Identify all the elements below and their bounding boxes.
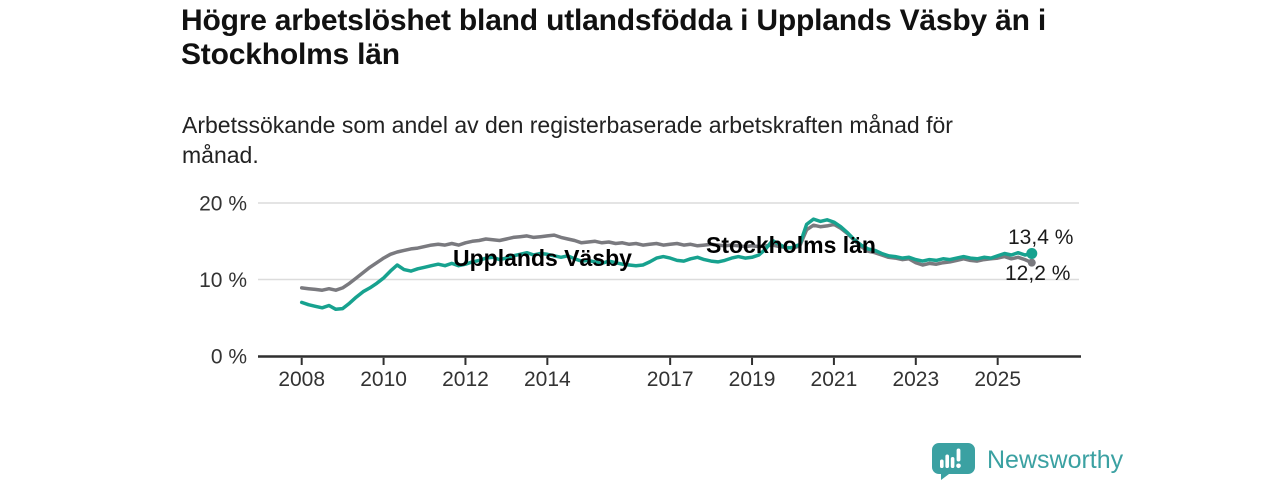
x-axis-tick-label: 2008 bbox=[278, 368, 325, 391]
chart-subtitle-line-1: Arbetssökande som andel av den registerb… bbox=[182, 112, 953, 138]
series-label-upplands-vasby: Upplands Väsby bbox=[453, 245, 632, 271]
chart-title-line-2: Stockholms län bbox=[181, 38, 400, 71]
x-axis-tick-label: 2019 bbox=[729, 368, 776, 391]
y-axis-tick-label: 0 % bbox=[211, 346, 247, 369]
series-line bbox=[299, 217, 1034, 312]
bar-chart-glyph bbox=[940, 448, 961, 469]
y-axis-tick-label: 10 % bbox=[199, 269, 247, 292]
chart-subtitle: Arbetssökande som andel av den registerb… bbox=[182, 110, 1082, 170]
chart-title-line-1: Högre arbetslöshet bland utlandsfödda i … bbox=[181, 4, 1046, 37]
end-value-label-upplands-vasby: 13,4 % bbox=[1008, 226, 1074, 249]
newsworthy-attribution: Newsworthy bbox=[932, 443, 1123, 480]
series-label-stockholms-lan: Stockholms län bbox=[706, 232, 876, 258]
x-axis-tick-label: 2014 bbox=[524, 368, 571, 391]
x-axis-tick-label: 2023 bbox=[892, 368, 939, 391]
y-axis-tick-label: 20 % bbox=[199, 193, 247, 216]
x-axis-tick-label: 2012 bbox=[442, 368, 489, 391]
series-end-dot bbox=[1026, 247, 1038, 259]
x-axis-tick-label: 2017 bbox=[647, 368, 694, 391]
brand-name: Newsworthy bbox=[987, 446, 1124, 474]
end-value-label-stockholms-lan: 12,2 % bbox=[1005, 262, 1071, 285]
chart-title: Högre arbetslöshet bland utlandsfödda i … bbox=[181, 4, 1181, 72]
x-axis-tick-label: 2025 bbox=[974, 368, 1021, 391]
x-axis-tick-label: 2010 bbox=[360, 368, 407, 391]
series-end-dot bbox=[1027, 258, 1036, 267]
x-axis-tick-label: 2021 bbox=[811, 368, 858, 391]
chart-subtitle-line-2: månad. bbox=[182, 142, 259, 168]
newsworthy-logo-icon bbox=[932, 443, 975, 480]
